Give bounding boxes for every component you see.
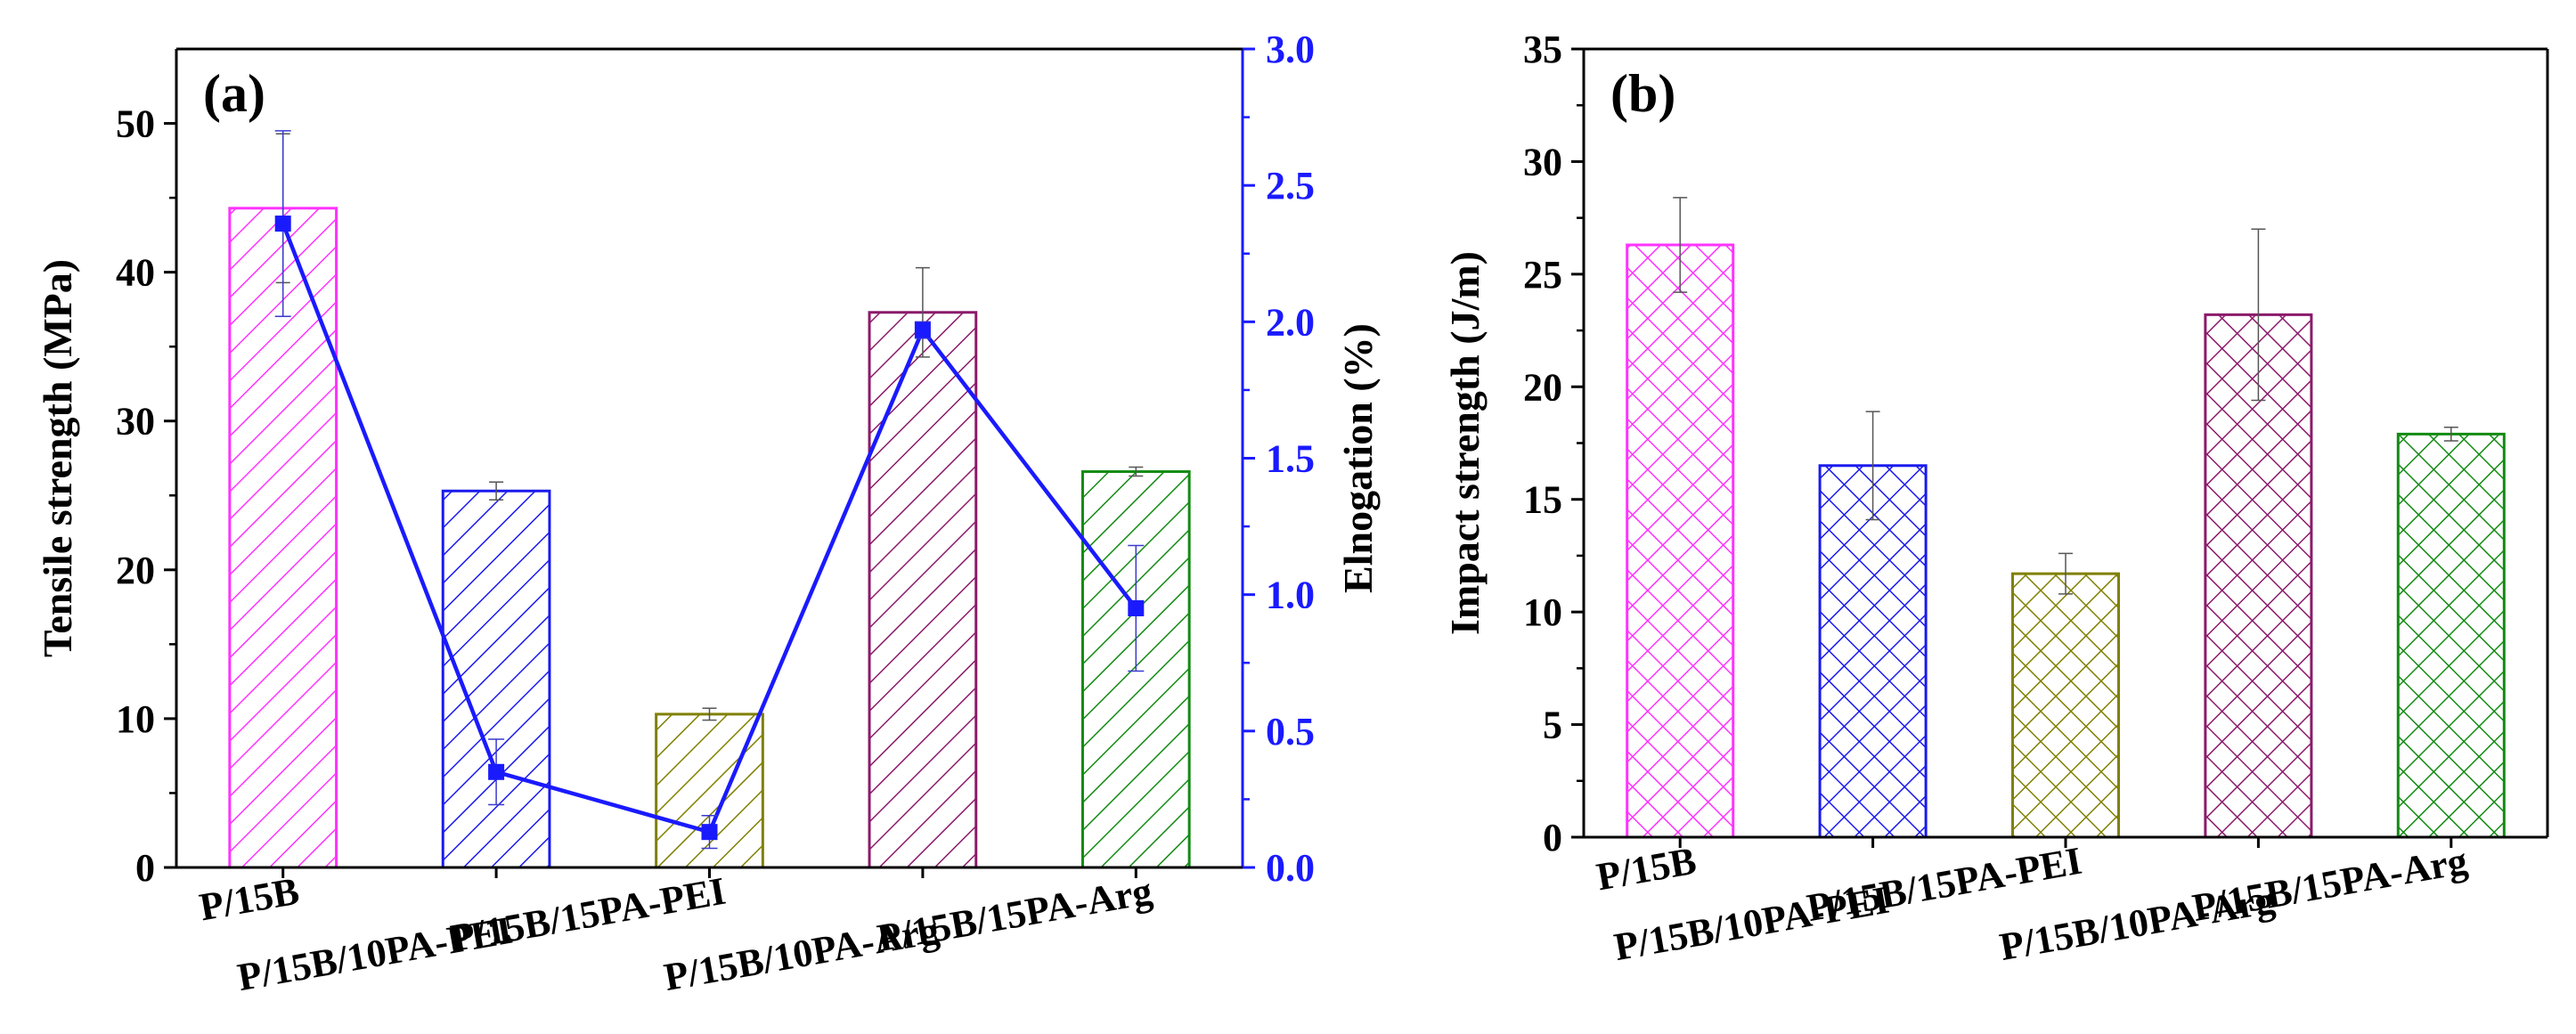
right-tick-label: 0.0 — [1266, 846, 1315, 890]
right-tick-label: 2.0 — [1266, 300, 1315, 344]
error-bar-p-15b-10pa-pei — [489, 481, 504, 501]
left-tick-label: 15 — [1523, 478, 1562, 522]
left-tick-label: 30 — [1523, 140, 1562, 183]
left-tick-label: 35 — [1523, 28, 1562, 71]
bar-p-15b-10pa-arg — [868, 311, 978, 869]
x-category-label-p-15b-15pa-pei: P/15B/15PA-PEI — [447, 869, 729, 960]
elongation-marker-p-15b-15pa-pei — [701, 824, 718, 841]
panel-a-tensile-chart: 0.0 0.5 1.0 1.5 2.0 2.5 3.0 Elnogation (%) 0 10 20… — [35, 28, 1381, 999]
bar-p-15b — [1626, 243, 1735, 839]
panel-label: (b) — [1610, 64, 1675, 123]
bar-p-15b-10pa-pei — [1818, 464, 1928, 839]
left-tick-label: 5 — [1543, 704, 1562, 747]
left-tick-label: 0 — [1543, 816, 1562, 859]
left-tick-label: 25 — [1523, 253, 1562, 297]
elongation-marker-p-15b-10pa-arg — [914, 322, 931, 338]
right-tick-label: 1.5 — [1266, 437, 1315, 481]
left-tick-label: 30 — [116, 400, 155, 444]
error-bar-p-15b — [1673, 197, 1688, 293]
error-bar-p-15b-15pa-pei — [702, 707, 717, 721]
left-axis-title: Impact strength (J/m) — [1442, 251, 1488, 635]
left-tick-label: 40 — [116, 251, 155, 295]
error-bar-p-15b-10pa-pei — [1865, 411, 1880, 521]
left-tick-label: 10 — [116, 697, 155, 741]
x-category-label-p-15b-15pa-pei: P/15B/15PA-PEI — [1804, 839, 2085, 930]
bar-p-15b-10pa-arg — [2204, 313, 2313, 839]
elongation-marker-p-15b-10pa-pei — [488, 763, 505, 780]
bar-p-15b-15pa-arg — [2396, 432, 2506, 839]
right-tick-label: 1.0 — [1266, 574, 1315, 617]
right-tick-label: 3.0 — [1266, 28, 1315, 71]
left-tick-label: 20 — [116, 549, 155, 592]
x-category-label-p-15b: P/15B — [196, 869, 302, 930]
left-tick-label: 50 — [116, 102, 155, 146]
elongation-marker-p-15b — [274, 216, 291, 232]
elongation-marker-p-15b-15pa-arg — [1128, 599, 1145, 616]
x-category-label-p-15b-15pa-arg: P/15B/15PA-Arg — [2189, 839, 2471, 930]
error-bar-p-15b-15pa-arg — [2443, 427, 2458, 442]
x-category-label-p-15b: P/15B — [1594, 839, 1700, 900]
right-axis-title: Elnogation (%) — [1335, 323, 1381, 593]
panel-b-impact-chart: 05101520253035P/15BP/15B/10PA-PEIP/15B/1… — [1442, 28, 2549, 969]
panel-label: (a) — [203, 64, 265, 123]
right-tick-label: 2.5 — [1266, 164, 1315, 208]
bar-p-15b-15pa-pei — [2010, 572, 2121, 839]
error-bar-p-15b-10pa-arg — [2251, 228, 2266, 402]
error-bar-p-15b-15pa-pei — [2058, 552, 2073, 595]
right-tick-label: 0.5 — [1266, 710, 1315, 753]
error-bar-p-15b-15pa-arg — [1129, 466, 1144, 477]
left-tick-label: 0 — [135, 846, 155, 890]
x-category-label-p-15b-15pa-arg: P/15B/15PA-Arg — [874, 869, 1155, 960]
error-bar-p-15b-10pa-arg — [915, 266, 930, 358]
left-tick-label: 20 — [1523, 365, 1562, 409]
left-tick-label: 10 — [1523, 590, 1562, 634]
left-axis-title: Tensile strength (MPa) — [35, 259, 80, 657]
